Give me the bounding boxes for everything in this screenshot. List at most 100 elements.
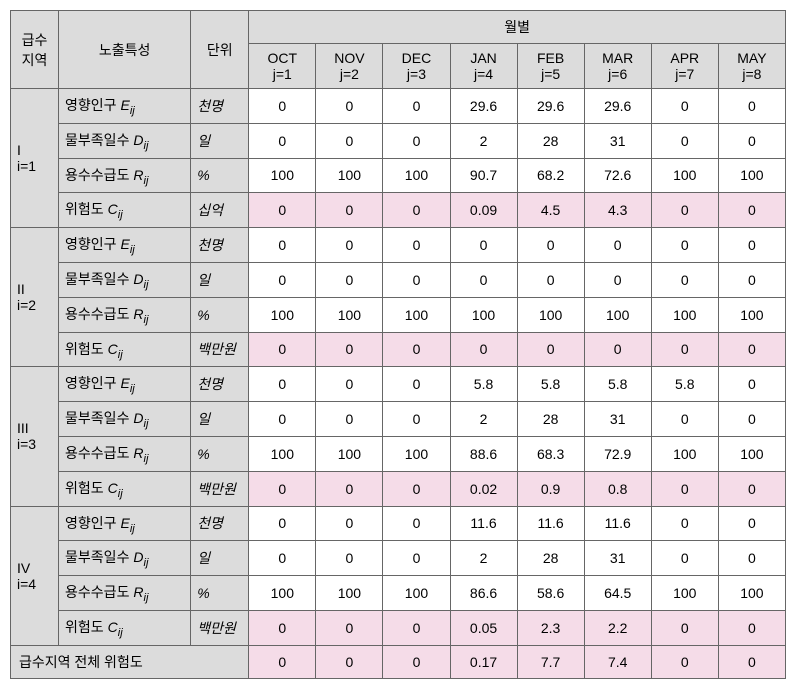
data-cell: 11.6 — [450, 506, 517, 541]
data-table: 급수 지역 노출특성 단위 월별 OCTj=1NOVj=2DECj=3JANj=… — [10, 10, 786, 679]
data-cell: 0 — [249, 471, 316, 506]
data-cell: 0 — [450, 228, 517, 263]
data-cell: 0 — [651, 610, 718, 645]
data-cell: 0 — [249, 332, 316, 367]
data-cell: 0 — [651, 506, 718, 541]
data-cell: 29.6 — [584, 89, 651, 124]
data-cell: 0 — [316, 193, 383, 228]
data-cell: 100 — [718, 576, 785, 611]
data-cell: 0 — [316, 228, 383, 263]
data-cell: 0 — [316, 367, 383, 402]
data-cell: 5.8 — [450, 367, 517, 402]
unit-pop: 천명 — [191, 228, 249, 263]
data-cell: 100 — [718, 158, 785, 193]
data-cell: 0 — [383, 89, 450, 124]
data-cell: 0 — [316, 89, 383, 124]
data-cell: 4.3 — [584, 193, 651, 228]
data-cell: 100 — [517, 297, 584, 332]
data-cell: 0 — [718, 610, 785, 645]
data-cell: 72.9 — [584, 436, 651, 471]
data-cell: 0 — [316, 506, 383, 541]
data-cell: 100 — [651, 158, 718, 193]
metric-label-pop: 영향인구 Eij — [59, 367, 191, 402]
data-cell: 0.02 — [450, 471, 517, 506]
data-cell: 0 — [383, 471, 450, 506]
unit-days: 일 — [191, 123, 249, 158]
metric-label-supply: 용수수급도 Rij — [59, 436, 191, 471]
metric-label-risk: 위험도 Cij — [59, 610, 191, 645]
data-cell: 0 — [517, 228, 584, 263]
metric-label-days: 물부족일수 Dij — [59, 541, 191, 576]
header-unit: 단위 — [191, 11, 249, 89]
data-cell: 100 — [383, 297, 450, 332]
data-cell: 0.8 — [584, 471, 651, 506]
data-cell: 86.6 — [450, 576, 517, 611]
unit-pop: 천명 — [191, 89, 249, 124]
data-cell: 100 — [450, 297, 517, 332]
data-cell: 0 — [316, 332, 383, 367]
metric-label-days: 물부족일수 Dij — [59, 262, 191, 297]
data-cell: 0 — [718, 193, 785, 228]
data-cell: 0 — [316, 471, 383, 506]
data-cell: 72.6 — [584, 158, 651, 193]
data-cell: 0 — [249, 610, 316, 645]
data-cell: 100 — [316, 297, 383, 332]
data-cell: 0 — [718, 471, 785, 506]
data-cell: 88.6 — [450, 436, 517, 471]
metric-label-risk: 위험도 Cij — [59, 471, 191, 506]
data-cell: 0 — [383, 506, 450, 541]
data-cell: 31 — [584, 123, 651, 158]
table-row: 물부족일수 Dij일0002283100 — [11, 541, 786, 576]
data-cell: 0 — [316, 123, 383, 158]
total-row: 급수지역 전체 위험도0000.177.77.400 — [11, 645, 786, 678]
data-cell: 0 — [718, 402, 785, 437]
data-cell: 0 — [450, 262, 517, 297]
data-cell: 31 — [584, 541, 651, 576]
unit-risk: 백만원 — [191, 471, 249, 506]
data-cell: 58.6 — [517, 576, 584, 611]
data-cell: 100 — [249, 576, 316, 611]
table-row: Ii=1영향인구 Eij천명00029.629.629.600 — [11, 89, 786, 124]
data-cell: 7.4 — [584, 645, 651, 678]
data-cell: 2.3 — [517, 610, 584, 645]
unit-pop: 천명 — [191, 506, 249, 541]
data-cell: 28 — [517, 123, 584, 158]
data-cell: 0 — [718, 645, 785, 678]
data-cell: 2 — [450, 123, 517, 158]
data-cell: 100 — [651, 436, 718, 471]
data-cell: 100 — [718, 436, 785, 471]
data-cell: 0 — [517, 262, 584, 297]
unit-pop: 천명 — [191, 367, 249, 402]
unit-supply: % — [191, 158, 249, 193]
header-exposure: 노출특성 — [59, 11, 191, 89]
data-cell: 100 — [383, 436, 450, 471]
data-cell: 0 — [651, 228, 718, 263]
data-cell: 0 — [718, 228, 785, 263]
data-cell: 28 — [517, 402, 584, 437]
data-cell: 0.05 — [450, 610, 517, 645]
header-month-7: MAYj=8 — [718, 44, 785, 89]
table-row: 위험도 Cij백만원0000.052.32.200 — [11, 610, 786, 645]
total-label: 급수지역 전체 위험도 — [11, 645, 249, 678]
data-cell: 64.5 — [584, 576, 651, 611]
unit-supply: % — [191, 576, 249, 611]
data-cell: 100 — [718, 297, 785, 332]
table-row: 물부족일수 Dij일00000000 — [11, 262, 786, 297]
unit-days: 일 — [191, 402, 249, 437]
data-cell: 0 — [249, 506, 316, 541]
metric-label-days: 물부족일수 Dij — [59, 402, 191, 437]
header-month-2: DECj=3 — [383, 44, 450, 89]
data-cell: 0 — [584, 262, 651, 297]
data-cell: 100 — [316, 436, 383, 471]
data-cell: 0 — [651, 193, 718, 228]
metric-label-supply: 용수수급도 Rij — [59, 158, 191, 193]
metric-label-risk: 위험도 Cij — [59, 332, 191, 367]
data-cell: 100 — [383, 576, 450, 611]
data-cell: 0 — [718, 262, 785, 297]
data-cell: 0.17 — [450, 645, 517, 678]
data-cell: 0 — [651, 645, 718, 678]
table-row: 위험도 Cij십억0000.094.54.300 — [11, 193, 786, 228]
data-cell: 0 — [249, 402, 316, 437]
header-month-5: MARj=6 — [584, 44, 651, 89]
header-region: 급수 지역 — [11, 11, 59, 89]
